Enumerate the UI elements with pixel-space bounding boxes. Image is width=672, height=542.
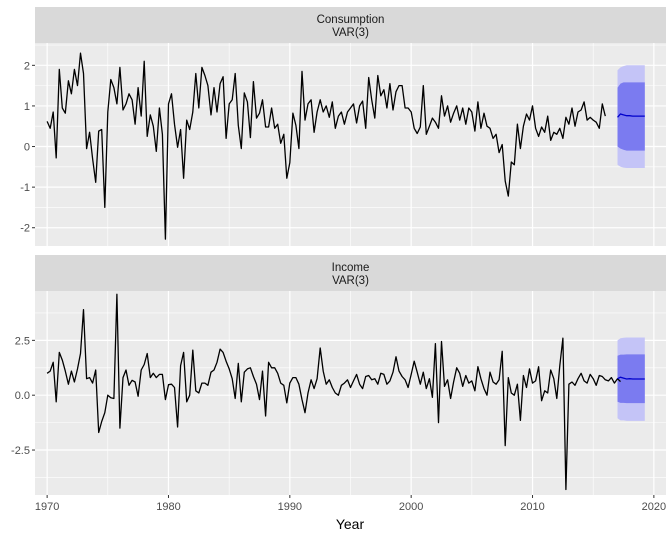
facet-strip (35, 7, 666, 43)
history-series-line (46, 52, 606, 240)
facet-strip-model: VAR(3) (332, 27, 369, 39)
facet-strip-title: Income (332, 262, 370, 274)
x-tick-label: 1980 (156, 501, 180, 513)
facet-strip-title: Consumption (317, 14, 385, 26)
y-tick-label: -2.5 (11, 445, 30, 457)
y-axis: -2 -1 0 1 2 (20, 60, 35, 235)
y-tick-label: 1 (24, 101, 30, 113)
y-tick-label: 2.5 (15, 335, 30, 347)
history-series-line (46, 293, 621, 491)
y-axis: -2.5 0.0 2.5 (11, 335, 35, 457)
x-axis-title: Year (336, 516, 365, 532)
x-tick-label: 1990 (278, 501, 302, 513)
y-tick-label: 0.0 (15, 390, 30, 402)
y-tick-label: 0 (24, 142, 30, 154)
facet-strip (35, 255, 666, 291)
forecast-mean-line (617, 376, 645, 380)
grid-lines (35, 43, 666, 246)
grid-lines (35, 291, 666, 495)
x-tick-label: 2020 (642, 501, 666, 513)
panels-layer: ConsumptionVAR(3)-2-1012IncomeVAR(3)-2.5… (11, 7, 666, 495)
forecast-mean-line (617, 113, 645, 118)
y-tick-label: 2 (24, 60, 30, 72)
facet-strip-model: VAR(3) (332, 275, 369, 287)
y-tick-label: -1 (20, 182, 30, 194)
x-axis: 1970 1980 1990 2000 2010 2020 (35, 495, 666, 513)
x-tick-label: 2010 (520, 501, 544, 513)
x-tick-label: 1970 (35, 501, 59, 513)
x-tick-label: 2000 (399, 501, 423, 513)
y-tick-label: -2 (20, 223, 30, 235)
